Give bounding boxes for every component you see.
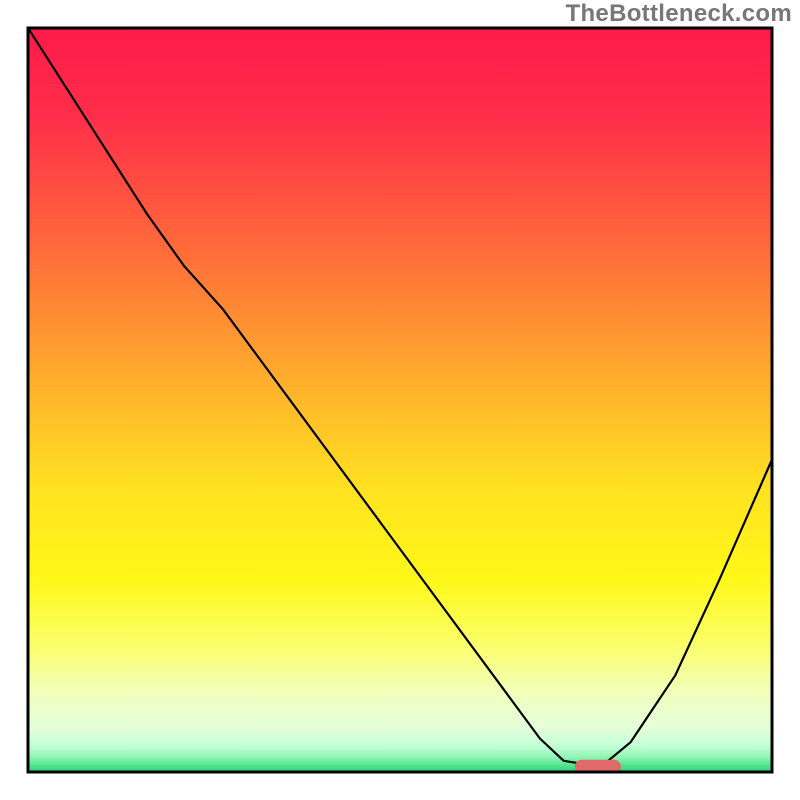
bottleneck-chart: TheBottleneck.com xyxy=(0,0,800,800)
gradient-background xyxy=(28,28,772,772)
chart-svg xyxy=(0,0,800,800)
watermark-label: TheBottleneck.com xyxy=(566,0,792,28)
